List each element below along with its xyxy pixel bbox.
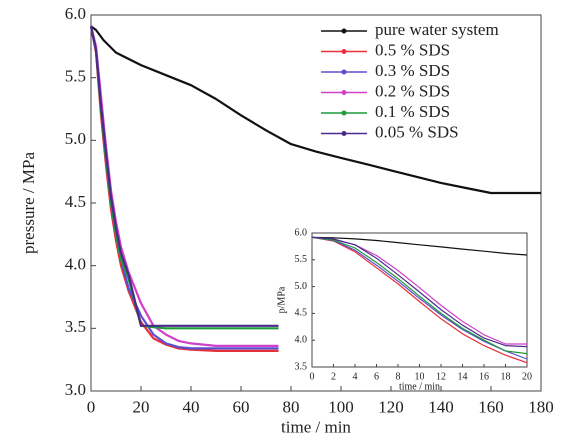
legend-marker (341, 110, 347, 116)
legend-label: 0.05 % SDS (375, 122, 459, 141)
y-tick-label: 5.0 (65, 129, 86, 148)
y-tick-label: 5.5 (65, 67, 86, 86)
x-tick-label: 0 (87, 397, 96, 416)
data-line (311, 236, 528, 355)
x-axis-label: time / min (281, 417, 351, 436)
legend-marker (341, 49, 347, 54)
data-line (311, 236, 528, 364)
plot-area (311, 232, 528, 368)
legend-marker (341, 131, 347, 136)
y-tick-label: 5.5 (295, 254, 308, 265)
legend-marker (341, 69, 347, 75)
x-tick-label: 10 (415, 371, 425, 382)
x-tick-label: 14 (458, 371, 468, 382)
x-tick-label: 0 (310, 371, 315, 382)
x-tick-label: 6 (374, 371, 379, 382)
y-tick-label: 3.0 (65, 380, 86, 399)
chart: 0 20 40 60 80 100 120 140 160 1803.03.54.04.55.05… (19, 4, 554, 437)
data-line (311, 236, 528, 256)
x-tick-label: 2 (331, 371, 336, 382)
y-tick-label: 6.0 (295, 227, 308, 238)
chart: 0 2 4 6 8 10 12 14 16 18 20 3.5 4.0 4.5 5.0 5.5 6.0 time … (276, 227, 532, 392)
x-tick-label: 4 (353, 371, 358, 382)
data-line (90, 25, 541, 195)
y-tick-label: 6.0 (65, 4, 86, 23)
x-axis-label: time / min (399, 381, 440, 392)
x-tick-label: 8 (396, 371, 401, 382)
legend-label: 0.2 % SDS (375, 81, 450, 100)
legend-label: 0.3 % SDS (375, 61, 450, 80)
x-tick-label: 180 (528, 397, 554, 416)
x-tick-label: 60 (233, 397, 250, 416)
x-tick-label: 20 (522, 371, 532, 382)
x-tick-label: 100 (328, 397, 354, 416)
legend-marker (341, 28, 347, 34)
x-tick-label: 40 (183, 397, 200, 416)
legend-label: pure water system (375, 20, 499, 39)
y-tick-label: 4.5 (295, 308, 308, 319)
x-tick-label: 160 (478, 397, 504, 416)
x-tick-label: 12 (436, 371, 446, 382)
data-line (89, 26, 279, 327)
y-tick-label: 3.5 (295, 361, 308, 372)
data-line (311, 236, 528, 360)
y-axis-label: pressure / MPa (19, 152, 38, 254)
y-tick-label: 4.0 (295, 334, 308, 345)
y-tick-label: 5.0 (295, 281, 308, 292)
x-tick-label: 120 (378, 397, 404, 416)
x-tick-label: 20 (133, 397, 150, 416)
x-tick-label: 140 (428, 397, 454, 416)
legend-label: 0.1 % SDS (375, 102, 450, 121)
y-tick-label: 4.0 (65, 255, 86, 274)
y-tick-label: 3.5 (65, 317, 86, 336)
x-tick-label: 18 (501, 371, 511, 382)
y-tick-label: 4.5 (65, 192, 86, 211)
legend-marker (341, 90, 347, 95)
data-line (311, 236, 528, 348)
y-axis-label: p/MPa (276, 286, 287, 313)
x-tick-label: 80 (283, 397, 300, 416)
legend-label: 0.5 % SDS (375, 40, 450, 59)
x-tick-label: 16 (479, 371, 489, 382)
